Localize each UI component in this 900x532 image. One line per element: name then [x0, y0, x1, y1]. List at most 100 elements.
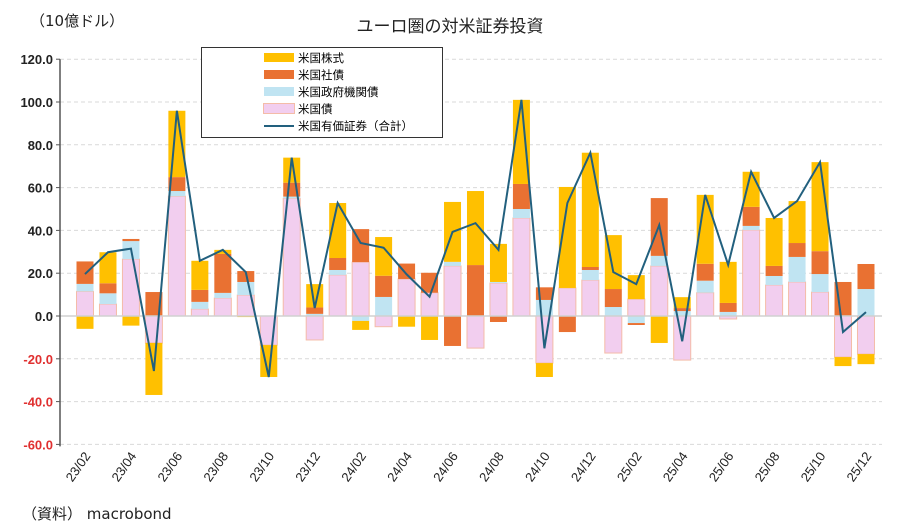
bar-米国政府機関債-24/08	[489, 281, 507, 284]
bar-米国株式-25/06	[719, 261, 737, 303]
bar-米国社債-23/06	[168, 177, 186, 192]
bar-米国社債-24/01	[329, 258, 347, 270]
bar-米国社債-24/03	[375, 275, 393, 297]
bar-米国債-24/06	[443, 265, 462, 317]
bar-米国株式-23/04	[122, 316, 140, 326]
bar-米国政府機関債-25/05	[696, 280, 714, 293]
bar-米国社債-24/07	[466, 265, 484, 316]
bar-米国社債-23/04	[122, 238, 140, 242]
legend-item: 米国政府機関債	[264, 83, 379, 100]
bar-米国株式-23/03	[99, 252, 117, 284]
bar-米国社債-23/08	[214, 253, 232, 293]
bar-米国株式-25/11	[834, 357, 852, 367]
bar-米国債-24/04	[397, 278, 416, 317]
bar-米国株式-24/11	[558, 186, 576, 288]
bar-米国政府機関債-25/04	[673, 311, 691, 316]
y-tick-label: -20.0	[23, 352, 53, 367]
bar-米国社債-25/05	[696, 263, 714, 281]
bar-米国債-24/01	[328, 274, 347, 317]
bar-米国政府機関債-25/09	[788, 256, 806, 282]
bar-米国債-25/08	[765, 284, 784, 317]
bar-米国政府機関債-24/12	[581, 269, 599, 281]
bar-米国株式-24/03	[375, 237, 393, 276]
bar-米国債-25/02	[627, 298, 646, 317]
bar-米国株式-24/09	[512, 99, 530, 184]
legend-label: 米国社債	[298, 67, 344, 82]
bar-米国債-24/09	[512, 217, 531, 317]
legend-label: 米国債	[298, 101, 333, 116]
bar-米国社債-23/02	[76, 261, 94, 284]
bar-米国政府機関債-25/10	[811, 274, 829, 293]
bar-米国社債-23/05	[145, 292, 163, 316]
bar-米国社債-25/10	[811, 251, 829, 275]
x-tick-label: 25/08	[752, 449, 783, 484]
bar-米国債-23/08	[213, 297, 232, 317]
bar-米国政府機関債-23/08	[214, 292, 232, 299]
bar-米国債-25/01	[604, 315, 623, 354]
legend-label: 米国有価証券（合計）	[298, 118, 413, 133]
bar-米国政府機関債-25/06	[719, 311, 737, 316]
bar-米国債-24/07	[466, 315, 485, 349]
legend-label: 米国政府機関債	[298, 84, 379, 99]
bar-米国株式-25/10	[811, 162, 829, 252]
bar-米国株式-25/04	[673, 297, 691, 309]
bar-米国社債-24/09	[512, 183, 530, 209]
legend-item: 米国株式	[264, 49, 344, 66]
bar-米国債-25/07	[742, 229, 761, 317]
bar-米国社債-25/04	[673, 308, 691, 312]
bar-米国社債-25/09	[788, 243, 806, 257]
bar-米国政府機関債-25/03	[650, 255, 668, 266]
bar-米国債-25/03	[650, 265, 669, 317]
y-tick-label: -60.0	[23, 437, 53, 452]
y-tick-label: -40.0	[23, 395, 53, 410]
source-note: （資料） macrobond	[22, 505, 172, 523]
bar-米国社債-25/06	[719, 302, 737, 312]
bar-米国株式-24/01	[329, 203, 347, 259]
x-tick-label: 23/12	[292, 449, 323, 484]
x-tick-label: 23/02	[63, 449, 94, 484]
bar-米国株式-25/05	[696, 194, 714, 264]
y-tick-label: 100.0	[20, 95, 53, 110]
bar-米国社債-24/12	[581, 266, 599, 270]
bar-米国政府機関債-24/02	[352, 316, 370, 321]
x-tick-label: 23/08	[200, 449, 231, 484]
bar-米国株式-23/02	[76, 316, 94, 329]
y-tick-label: 40.0	[28, 223, 53, 238]
x-tick-label: 23/10	[246, 449, 277, 484]
bar-米国政府機関債-23/03	[99, 293, 117, 305]
bar-米国政府機関債-24/03	[375, 296, 393, 316]
legend-item: 米国社債	[264, 66, 344, 83]
x-tick-label: 25/10	[798, 449, 829, 484]
bar-米国株式-24/10	[535, 363, 553, 377]
bar-米国株式-25/08	[765, 217, 783, 266]
bar-米国株式-23/07	[191, 260, 209, 290]
x-tick-label: 24/02	[338, 449, 369, 484]
x-tick-label: 25/06	[706, 449, 737, 484]
bar-米国株式-25/07	[742, 171, 760, 207]
bar-米国株式-24/02	[352, 320, 370, 330]
bar-米国社債-23/12	[306, 307, 324, 314]
x-tick-label: 25/04	[660, 449, 691, 484]
bar-米国政府機関債-23/09	[237, 281, 255, 296]
bar-米国債-23/04	[121, 258, 140, 317]
bar-米国債-25/10	[811, 291, 830, 317]
bar-米国社債-25/01	[604, 289, 622, 308]
bar-米国政府機関債-25/07	[742, 225, 760, 230]
legend-item: 米国有価証券（合計）	[264, 117, 413, 134]
bar-米国債-25/09	[788, 281, 807, 317]
bar-米国政府機関債-23/06	[168, 191, 186, 197]
y-tick-label: 0.0	[35, 309, 53, 324]
bar-米国債-23/07	[190, 308, 209, 317]
y-tick-label: 20.0	[28, 266, 53, 281]
bar-米国政府機関債-25/02	[627, 316, 645, 324]
bar-米国株式-25/12	[857, 354, 875, 365]
bar-米国政府機関債-24/01	[329, 269, 347, 275]
x-tick-label: 24/04	[384, 449, 415, 484]
bar-米国債-25/12	[856, 315, 875, 355]
bar-米国社債-25/07	[742, 206, 760, 226]
bar-米国債-23/12	[305, 315, 324, 341]
bar-米国株式-24/04	[398, 316, 416, 327]
y-axis-unit-label: （10億ドル）	[30, 12, 125, 30]
